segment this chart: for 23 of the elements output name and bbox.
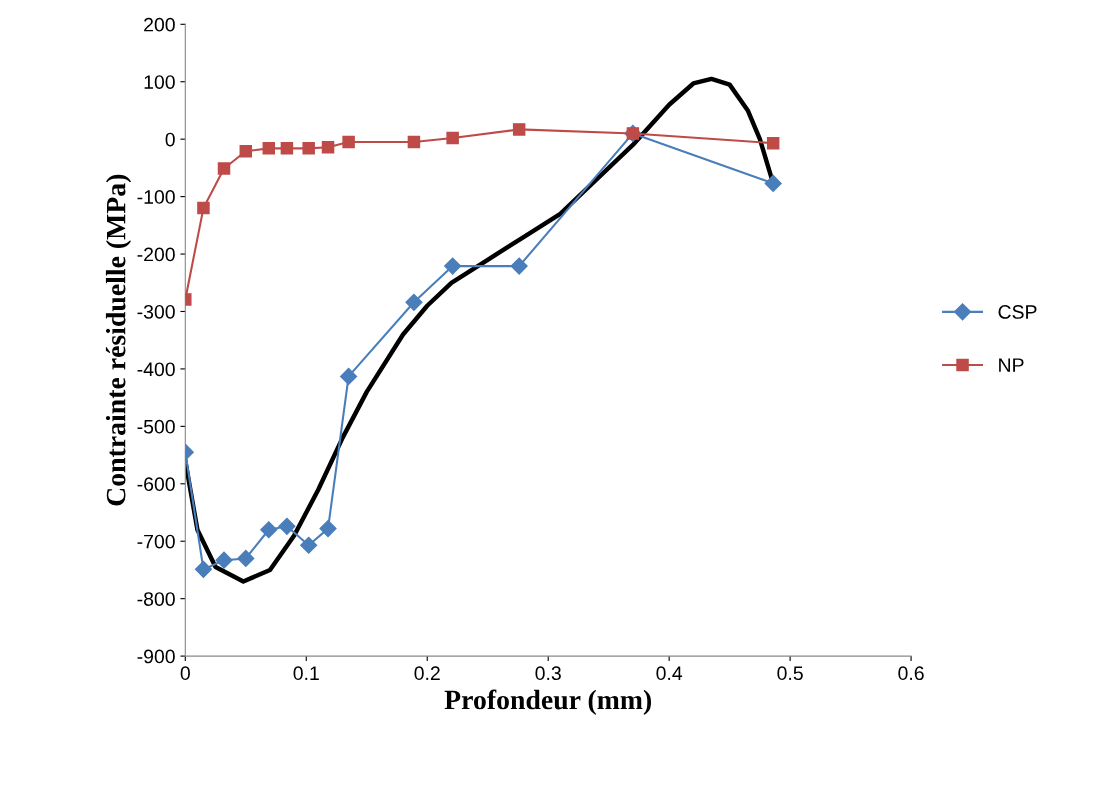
y-tick-label: 200 bbox=[144, 17, 175, 32]
y-tick-label: -300 bbox=[137, 304, 175, 319]
y-tick-label: -500 bbox=[137, 419, 175, 434]
x-tick-label: 0.6 bbox=[898, 666, 924, 681]
x-tick-label: 0.3 bbox=[535, 666, 561, 681]
y-axis-title: Contrainte résiduelle (MPa) bbox=[105, 174, 132, 506]
x-tick-label: 0 bbox=[180, 666, 190, 681]
y-tick-label: -100 bbox=[137, 190, 175, 204]
x-axis-title: Profondeur (mm) bbox=[444, 689, 652, 715]
legend-label: NP bbox=[999, 358, 1024, 372]
x-tick-label: 0.2 bbox=[414, 666, 440, 681]
y-tick-label: -400 bbox=[137, 362, 175, 377]
x-tick-label: 0.4 bbox=[656, 666, 683, 681]
y-tick-label: 100 bbox=[144, 75, 175, 89]
y-tick-label: -200 bbox=[137, 247, 175, 262]
y-tick-label: -700 bbox=[137, 534, 175, 549]
y-tick-label: -600 bbox=[137, 477, 175, 492]
y-tick-label: 0 bbox=[165, 132, 175, 147]
x-tick-label: 0.1 bbox=[293, 666, 319, 681]
y-tick-label: -800 bbox=[137, 592, 175, 606]
x-tick-label: 0.5 bbox=[777, 666, 803, 681]
y-tick-label: -900 bbox=[137, 649, 175, 664]
legend-label: CSP bbox=[998, 305, 1037, 319]
